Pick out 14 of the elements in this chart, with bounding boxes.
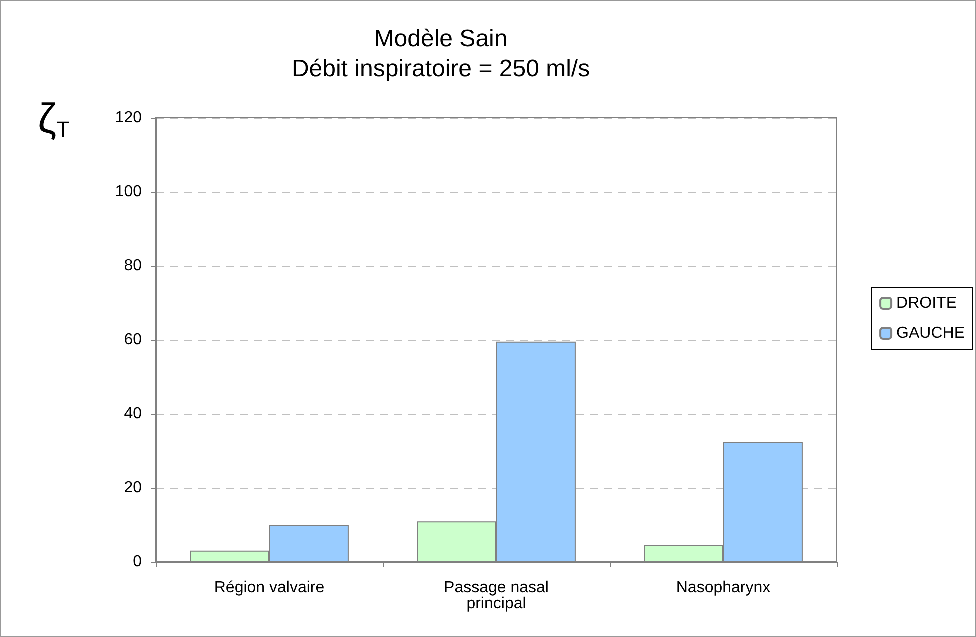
y-tick-label: 60: [124, 332, 142, 348]
y-tick-label: 120: [115, 110, 142, 126]
legend-label: GAUCHE: [896, 325, 965, 342]
y-tick-label: 40: [124, 406, 142, 422]
legend-label: DROITE: [896, 295, 957, 312]
x-tick-label: Région valvaire: [214, 580, 325, 596]
chart-title: Modèle Sain Débit inspiratoire = 250 ml/s: [292, 26, 590, 82]
x-tick-label: Nasopharynx: [676, 580, 771, 596]
y-tick-label: 20: [124, 480, 142, 496]
y-tick-label: 0: [133, 554, 142, 570]
y-tick-label: 80: [124, 258, 142, 274]
x-tick-label: Passage nasal principal: [444, 580, 549, 612]
y-tick-label: 100: [115, 184, 142, 200]
y-axis-title: ζ$_{T}$: [38, 95, 70, 142]
